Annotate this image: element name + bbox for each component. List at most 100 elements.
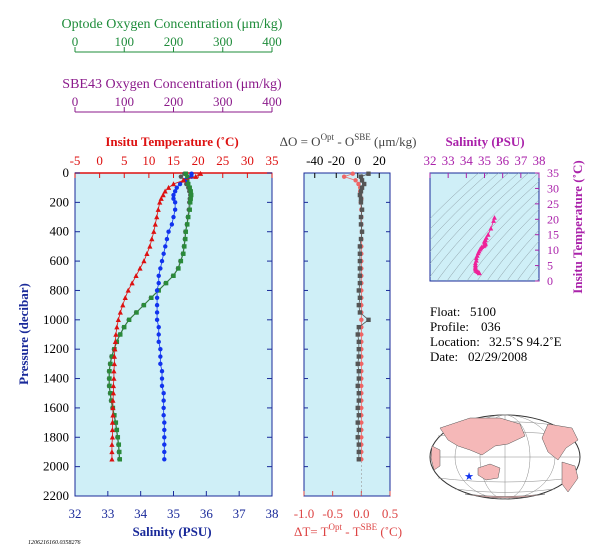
temperature-point [113,331,119,337]
delta-o-point [359,185,365,190]
optode-scale-title: Optode Oxygen Concentration (μm/kg) [62,17,283,32]
optode-point [183,236,188,242]
temperature-point [109,456,115,462]
optode-point [189,192,194,198]
delta-o-point [356,302,362,308]
salinity-point [158,361,163,367]
temperature-point [151,228,157,234]
temperature-tick-label: 0 [96,153,103,168]
salinity-point [159,383,165,389]
delta-o-point [358,214,364,220]
delta-t-point [359,420,364,425]
delta-o-point [355,435,360,440]
temperature-point [109,441,115,447]
optode-point [134,310,139,315]
temperature-point [125,287,131,293]
salinity-point [161,391,166,396]
temperature-point [110,397,116,403]
delta-o-point [357,251,363,256]
footer-id: 1206216160.0358276 [28,540,81,546]
ts-salinity-tick-label: 33 [442,153,455,168]
delta-o-point [356,398,362,403]
temperature-point [115,317,121,323]
ts-point [473,255,479,261]
pressure-tick-label: 2200 [43,488,69,503]
temperature-point [111,353,117,359]
delta-o-point [359,178,365,183]
delta-o-point [359,229,365,234]
temperature-point [117,309,123,315]
ts-salinity-tick-label: 36 [496,153,510,168]
salinity-point [159,369,165,374]
delta-t-tick-label: 0.5 [382,506,398,521]
delta-o-point [358,196,364,201]
delta-t-ticks: -1.0 -0.5 0.0 0.5 [294,491,398,521]
delta-o-point [356,391,362,396]
delta-t-title-sup: SBE [361,522,378,532]
pressure-ticks: 0 200 400 600 800 1000 1200 1400 1600 1800 2000 220… [43,165,272,503]
delta-o-point [357,273,363,278]
optode-point [115,435,121,440]
salinity-point [154,288,160,293]
location-label: Location: [430,334,480,349]
delta-o-point [358,200,364,205]
salinity-point [156,280,161,286]
ts-contour-line [430,173,499,241]
optode-point [118,332,123,337]
ts-contour-line [516,252,539,281]
delta-o-title-sup: Opt [321,132,335,142]
ts-point [477,270,482,276]
salinity-tick-label: 34 [134,506,148,521]
pressure-tick-label: 1400 [43,371,69,386]
temperature-point [110,383,117,389]
delta-o-point [359,207,365,212]
salinity-point [156,339,161,345]
delta-o-point [357,310,363,315]
date-value: 02/29/2008 [468,349,527,364]
ts-temperature-tick-label: 10 [547,243,559,257]
salinity-point [163,244,168,249]
optode-point [185,222,190,227]
salinity-point [161,398,166,403]
ts-contour-line [506,240,539,281]
salinity-point [171,192,176,198]
optode-tick-label: 0 [72,34,79,49]
delta-o-point [357,280,363,286]
temperature-point [109,427,116,433]
temperature-point [120,302,126,308]
optode-point [163,280,169,286]
delta-o-point [357,258,363,264]
salinity-point [154,310,160,315]
delta-t-point [341,174,347,179]
optode-point [117,449,122,455]
optode-point [183,171,189,176]
temperature-point [122,294,128,300]
optode-point [188,196,193,201]
ts-contour-line [436,173,539,281]
optode-point [113,420,119,425]
delta-o-point [355,405,360,411]
temperature-point [110,390,117,396]
salinity-point [172,207,178,212]
salinity-point [161,405,166,411]
optode-point [109,398,114,403]
ts-contour-line [430,173,529,278]
optode-point [178,258,184,264]
sbe-tick-label: 100 [115,94,135,109]
sbe-tick-label: 0 [72,94,79,109]
delta-o-point [356,449,362,455]
ts-points [473,215,497,276]
date-label: Date: [430,349,458,364]
salinity-axis-title: Salinity (PSU) [132,524,211,539]
delta-o-point [356,324,362,330]
delta-o-point [356,427,362,433]
pressure-tick-label: 1800 [43,429,69,444]
salinity-point [162,442,167,447]
temperature-point [193,173,199,179]
salinity-point [162,427,167,433]
optode-scale: Optode Oxygen Concentration (μm/kg) 0 100… [62,17,283,53]
continent-north-america [541,423,579,461]
continent-australia [477,463,501,481]
salinity-tick-label: 36 [200,506,214,521]
